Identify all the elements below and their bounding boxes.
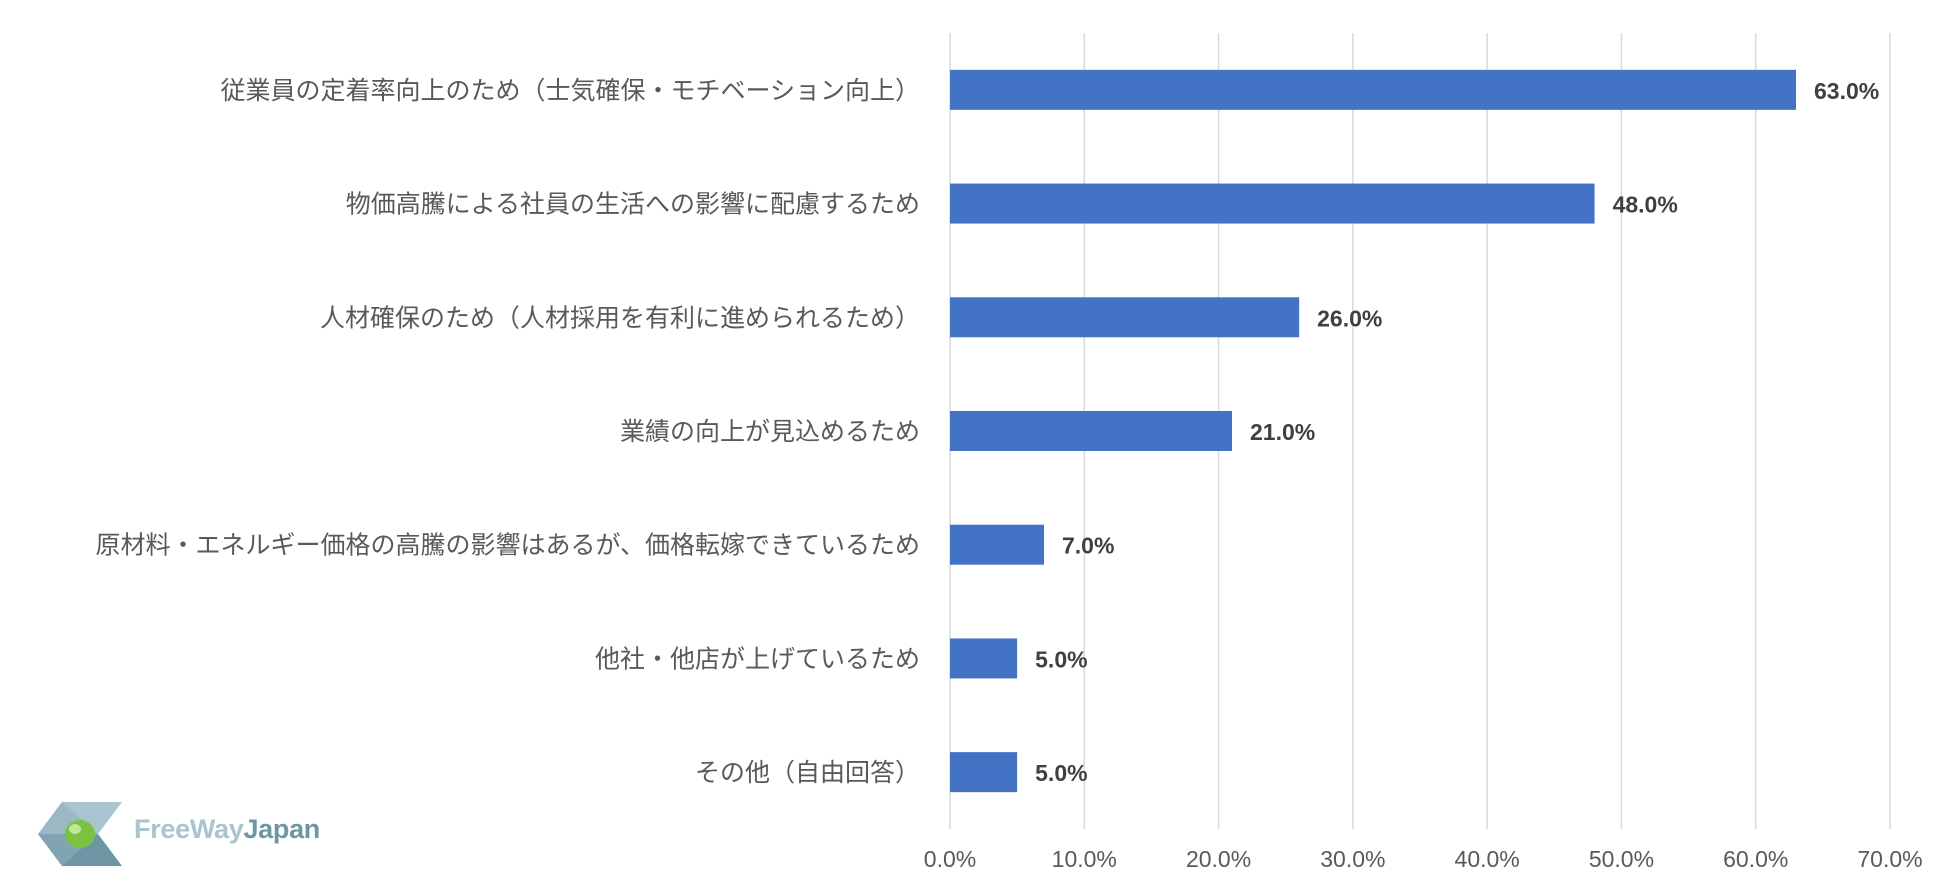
x-tick-label: 70.0% <box>1857 846 1922 872</box>
bar <box>950 638 1018 679</box>
bar <box>950 69 1796 110</box>
category-label: 物価高騰による社員の生活への影響に配慮するため <box>346 190 920 219</box>
logo-text-freeway: FreeWay <box>134 814 244 844</box>
bar <box>950 183 1595 224</box>
logo-wordmark: FreeWayJapan <box>134 814 320 845</box>
category-label: 他社・他店が上げているため <box>595 644 920 673</box>
x-tick-label: 60.0% <box>1723 846 1788 872</box>
x-tick-label: 50.0% <box>1589 846 1654 872</box>
category-label: 人材確保のため（人材採用を有利に進められるため） <box>320 303 920 332</box>
data-labels: 63.0% 48.0% 26.0% 21.0% 7.0% 5.0% 5.0% <box>1035 78 1879 786</box>
x-tick-label: 10.0% <box>1052 846 1117 872</box>
category-label: 従業員の定着率向上のため（士気確保・モチベーション向上） <box>220 76 920 105</box>
category-label: 業績の向上が見込めるため <box>620 417 920 446</box>
x-tick-label: 30.0% <box>1320 846 1385 872</box>
bar <box>950 752 1018 793</box>
logo-text-japan: Japan <box>243 814 320 844</box>
x-tick-label: 0.0% <box>924 846 976 872</box>
x-tick-label: 40.0% <box>1455 846 1520 872</box>
bars <box>950 69 1796 793</box>
category-label: その他（自由回答） <box>695 758 920 787</box>
data-label: 7.0% <box>1062 533 1114 559</box>
logo-mark-icon <box>38 802 122 866</box>
bar <box>950 411 1232 451</box>
x-tick-label: 20.0% <box>1186 846 1251 872</box>
x-axis-tick-labels: 0.0% 10.0% 20.0% 30.0% 40.0% 50.0% 60.0% 70.0% <box>924 846 1923 872</box>
data-label: 48.0% <box>1613 192 1678 218</box>
category-labels: 従業員の定着率向上のため（士気確保・モチベーション向上） 物価高騰による社員の生活… <box>95 76 920 787</box>
bar <box>950 297 1300 338</box>
data-label: 5.0% <box>1035 646 1087 672</box>
category-label: 原材料・エネルギー価格の高騰の影響はあるが、価格転嫁できているため <box>95 531 920 560</box>
data-label: 21.0% <box>1250 419 1315 445</box>
data-label: 63.0% <box>1814 78 1879 104</box>
data-label: 5.0% <box>1035 760 1087 786</box>
bar <box>950 524 1044 565</box>
data-label: 26.0% <box>1317 305 1382 331</box>
freewayjapan-logo <box>36 798 336 868</box>
